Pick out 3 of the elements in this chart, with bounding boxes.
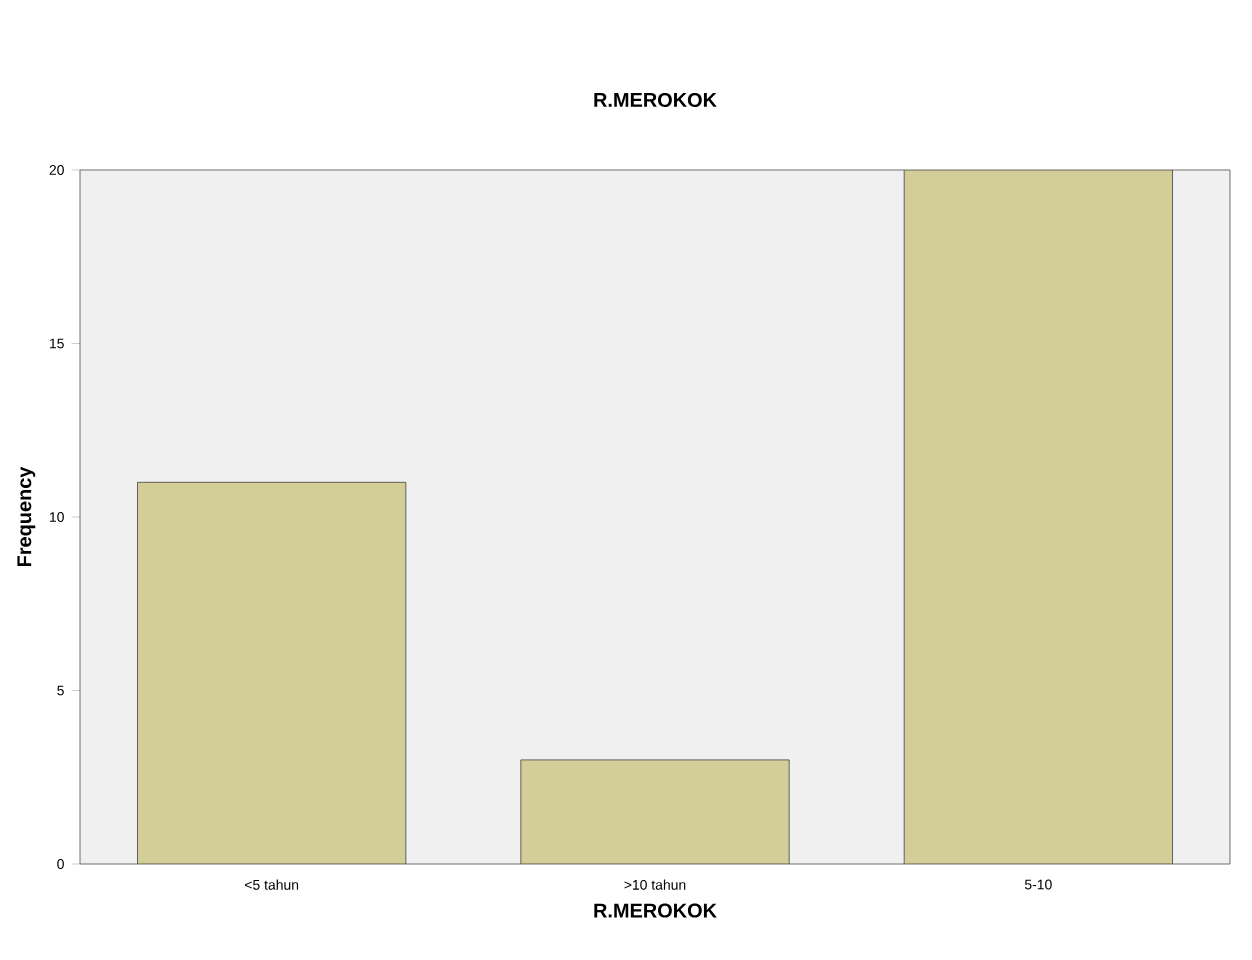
- x-axis-title: R.MEROKOK: [594, 903, 717, 918]
- y-axis-title: Frequency: [17, 466, 36, 567]
- chart-title: R.MEROKOK: [594, 92, 717, 107]
